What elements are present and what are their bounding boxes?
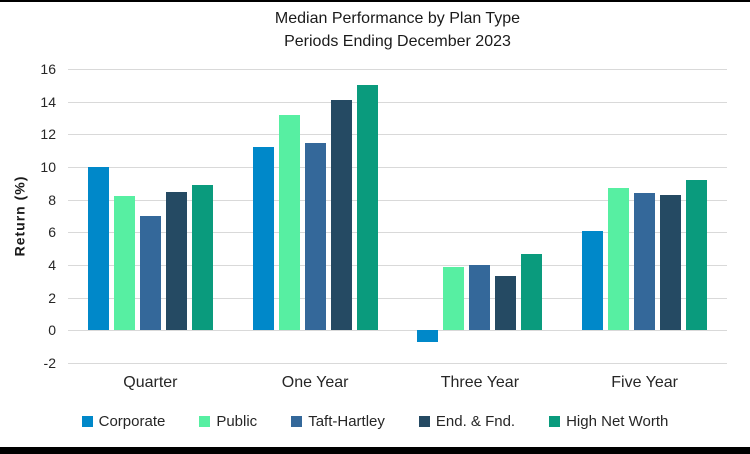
- y-tick-label-2: 2: [48, 289, 56, 306]
- legend-swatch-corporate: [81, 416, 93, 427]
- gridline-12: [68, 134, 727, 136]
- legend-item-corporate: Corporate: [81, 413, 166, 430]
- bar-corporate-five-year: [582, 230, 604, 331]
- y-tick-label-10: 10: [40, 159, 56, 175]
- bar-taft-hartley-one-year: [304, 142, 326, 331]
- bar-corporate-quarter: [87, 167, 109, 331]
- legend: Corporate Public Taft-Hartley End. & Fnd. Hi…: [0, 413, 750, 430]
- bar-group-one-year: [233, 69, 398, 363]
- y-tick-label-16: 16: [40, 61, 56, 77]
- bar-high-net-worth-five-year: [686, 180, 708, 331]
- gridline--2: [68, 363, 727, 364]
- bar-end-fnd-five-year: [660, 194, 682, 331]
- bar-public-five-year: [608, 188, 630, 331]
- legend-swatch-high-net-worth: [549, 416, 561, 427]
- legend-swatch-public: [199, 416, 211, 427]
- y-tick-label-6: 6: [48, 224, 56, 241]
- legend-item-end-fnd: End. & Fnd.: [418, 413, 516, 430]
- bar-high-net-worth-quarter: [191, 184, 213, 331]
- legend-label-corporate: Corporate: [98, 413, 166, 430]
- y-tick-label-8: 8: [48, 191, 56, 208]
- gridline-0: [68, 330, 727, 332]
- y-tick-labels: -2 0 2 4 6 8 10 12 14 16: [0, 61, 56, 371]
- bar-corporate-three-year: [417, 330, 439, 342]
- bar-group-five-year: [562, 69, 727, 363]
- gridline-2: [68, 297, 727, 299]
- x-category-label-quarter: Quarter: [123, 374, 178, 391]
- y-tick-label-14: 14: [40, 93, 56, 110]
- gridline-8: [68, 199, 727, 201]
- gridline-10: [68, 167, 727, 168]
- bar-high-net-worth-one-year: [356, 85, 378, 331]
- y-tick-label-4: 4: [48, 257, 56, 273]
- bar-end-fnd-one-year: [330, 100, 352, 331]
- bar-public-one-year: [278, 114, 300, 331]
- legend-item-public: Public: [199, 413, 257, 430]
- bottom-border-rule: [0, 447, 750, 454]
- bar-taft-hartley-three-year: [469, 265, 491, 331]
- chart-title-block: Median Performance by Plan Type Periods …: [68, 7, 727, 53]
- bar-public-quarter: [113, 196, 135, 331]
- bar-end-fnd-quarter: [165, 191, 187, 331]
- gridline-4: [68, 265, 727, 266]
- bar-group-quarter: [68, 69, 233, 363]
- legend-label-taft-hartley: Taft-Hartley: [308, 413, 385, 430]
- legend-label-high-net-worth: High Net Worth: [566, 413, 669, 430]
- top-border-rule: [0, 0, 750, 2]
- bar-taft-hartley-quarter: [139, 216, 161, 331]
- bar-public-three-year: [443, 266, 465, 331]
- bar-high-net-worth-three-year: [521, 253, 543, 331]
- x-category-label-one-year: One Year: [281, 374, 349, 391]
- plot-area: [68, 69, 727, 364]
- y-tick-label-12: 12: [40, 126, 56, 143]
- bar-group-three-year: [398, 69, 563, 363]
- bar-taft-hartley-five-year: [634, 193, 656, 331]
- legend-item-taft-hartley: Taft-Hartley: [291, 413, 385, 430]
- x-category-label-three-year: Three Year: [440, 374, 520, 391]
- bar-end-fnd-three-year: [495, 276, 517, 331]
- y-tick-label-0: 0: [48, 322, 56, 339]
- gridline-16: [68, 69, 727, 70]
- x-category-label-five-year: Five Year: [611, 374, 678, 391]
- bar-corporate-one-year: [252, 147, 274, 331]
- legend-swatch-taft-hartley: [291, 416, 303, 427]
- gridline-6: [68, 232, 727, 234]
- x-category-labels: Quarter One Year Three Year Five Year: [68, 374, 727, 392]
- legend-label-end-fnd: End. & Fnd.: [435, 413, 516, 430]
- chart-subtitle: Periods Ending December 2023: [284, 33, 511, 51]
- y-tick-label--2: -2: [43, 355, 56, 371]
- legend-swatch-end-fnd: [418, 416, 430, 427]
- chart-title: Median Performance by Plan Type: [274, 10, 521, 27]
- legend-label-public: Public: [216, 413, 258, 430]
- legend-item-high-net-worth: High Net Worth: [549, 413, 668, 430]
- gridline-14: [68, 101, 727, 103]
